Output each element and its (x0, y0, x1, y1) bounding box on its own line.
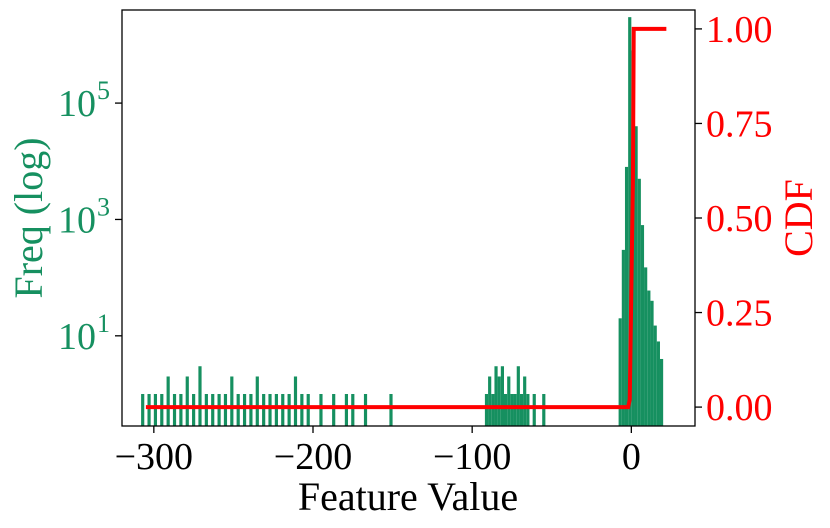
histogram-bar (389, 394, 393, 426)
histogram-bar (319, 394, 323, 426)
histogram-bar (488, 376, 492, 426)
histogram-bar (300, 394, 304, 426)
histogram-bar (236, 394, 240, 426)
y-left-tick-label-base: 10 (58, 199, 96, 241)
cdf-line (145, 26, 667, 410)
x-tick-label: −300 (115, 436, 193, 478)
y-left-tick-label-exponent: 5 (97, 76, 110, 105)
histogram-bar (504, 394, 508, 426)
histogram-bar (653, 325, 657, 426)
y-left-tick-label-base: 10 (58, 316, 96, 358)
histogram-bar (532, 394, 536, 426)
histogram-bar (494, 366, 498, 426)
x-tick-label: −200 (274, 436, 352, 478)
histogram-bar (542, 394, 546, 426)
histogram-bar (287, 394, 291, 426)
y-right-tick-label: 1.00 (706, 9, 773, 51)
x-tick-label: 0 (622, 436, 641, 478)
histogram-bar (659, 358, 664, 426)
histogram-bar (268, 394, 272, 426)
y-right-tick-label: 0.75 (706, 103, 773, 145)
histogram-bar (242, 394, 247, 426)
histogram-bar (644, 267, 648, 426)
histogram-bar (204, 394, 208, 426)
histogram-bar (491, 394, 495, 426)
histogram-bar (192, 394, 196, 426)
histogram-bar (510, 394, 514, 426)
histogram-bars (141, 17, 664, 427)
histogram-bar (637, 178, 641, 426)
histogram-bar (185, 376, 189, 426)
histogram-bar (255, 376, 259, 426)
y-right-tick-label: 0.00 (706, 387, 773, 429)
histogram-bar (634, 126, 638, 427)
histogram-bar (344, 394, 349, 426)
histogram-bar (351, 394, 355, 426)
x-axis-ticks: −300 −200 −100 0 (115, 426, 641, 478)
histogram-bar (293, 376, 298, 426)
histogram-bar (624, 166, 629, 426)
histogram-bar (516, 366, 520, 426)
histogram-bar (217, 394, 221, 426)
plot-background (122, 10, 695, 426)
histogram-bar (618, 318, 622, 426)
histogram-bar (628, 17, 632, 427)
histogram-bar (519, 394, 524, 426)
histogram-bar (647, 290, 651, 426)
histogram-bar (141, 394, 145, 426)
y-right-tick-label: 0.50 (706, 198, 773, 240)
histogram-bar (274, 394, 278, 426)
y-left-tick-label-exponent: 1 (97, 309, 110, 338)
histogram-bar (523, 376, 527, 426)
histogram-bar (526, 394, 530, 426)
histogram-bar (500, 366, 504, 426)
x-axis-label: Feature Value (298, 474, 518, 519)
histogram-bar (513, 394, 517, 426)
histogram-bar (656, 341, 660, 426)
histogram-bar (160, 394, 164, 426)
histogram-bar (306, 394, 310, 426)
histogram-bar (262, 394, 266, 426)
histogram-bar (621, 249, 625, 426)
histogram-bar (640, 225, 645, 426)
histogram-bar (211, 394, 215, 426)
histogram-bar (249, 394, 253, 426)
x-tick-label: −100 (433, 436, 511, 478)
histogram-bar (166, 376, 170, 426)
histogram-bar (230, 376, 234, 426)
cdf-line-group (145, 26, 667, 410)
histogram-bar (223, 394, 228, 426)
y-left-tick-label-base: 10 (58, 83, 96, 125)
histogram-bar (198, 366, 202, 426)
histogram-bar (650, 300, 654, 426)
histogram-bar (179, 394, 183, 426)
histogram-bar (497, 376, 501, 426)
histogram-bar (507, 376, 511, 426)
y-right-axis-label: CDF (776, 179, 821, 257)
y-right-tick-label: 0.25 (706, 293, 773, 335)
histogram-bar (484, 394, 489, 426)
y-left-axis-label: Freq (log) (6, 137, 51, 298)
histogram-bar (147, 394, 151, 426)
histogram-bar (332, 394, 336, 426)
histogram-bar (281, 394, 285, 426)
y-left-tick-label-exponent: 3 (97, 192, 110, 221)
histogram-bar (153, 394, 158, 426)
histogram-bar (363, 394, 368, 426)
histogram-bar (172, 394, 177, 426)
y-right-axis-ticks: 0.00 0.25 0.50 0.75 1.00 (695, 9, 773, 429)
